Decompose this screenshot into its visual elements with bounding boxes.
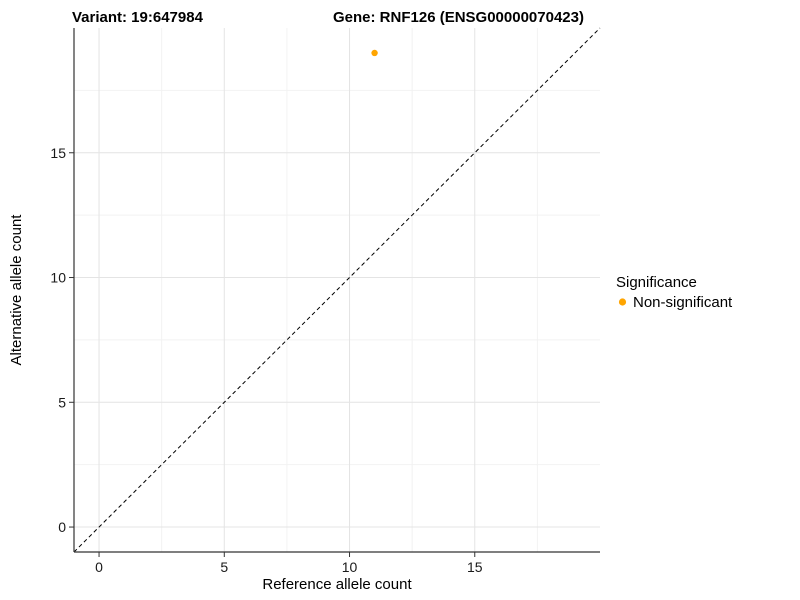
legend-title: Significance <box>616 274 697 291</box>
y-tick-label: 0 <box>58 519 66 535</box>
x-tick-label: 0 <box>95 559 103 575</box>
x-tick-label: 5 <box>220 559 228 575</box>
legend-key-dot <box>618 298 627 306</box>
y-tick-label: 15 <box>50 145 66 161</box>
plot-title-gene: Gene: RNF126 (ENSG00000070423) <box>333 9 584 26</box>
x-axis-label: Reference allele count <box>262 576 412 593</box>
plot-layer: 0 5 10 15 0 5 10 15 <box>50 27 601 575</box>
x-tick-label: 10 <box>342 559 358 575</box>
data-point <box>371 49 378 57</box>
legend-item-label: Non-significant <box>633 294 733 311</box>
identity-line <box>73 27 601 553</box>
plot-title-variant: Variant: 19:647984 <box>72 9 204 26</box>
y-tick-label: 5 <box>58 394 66 410</box>
legend: Significance Non-significant <box>616 274 733 311</box>
y-tick-label: 10 <box>50 270 66 286</box>
x-tick-label: 15 <box>467 559 483 575</box>
y-axis-label: Alternative allele count <box>8 214 25 366</box>
